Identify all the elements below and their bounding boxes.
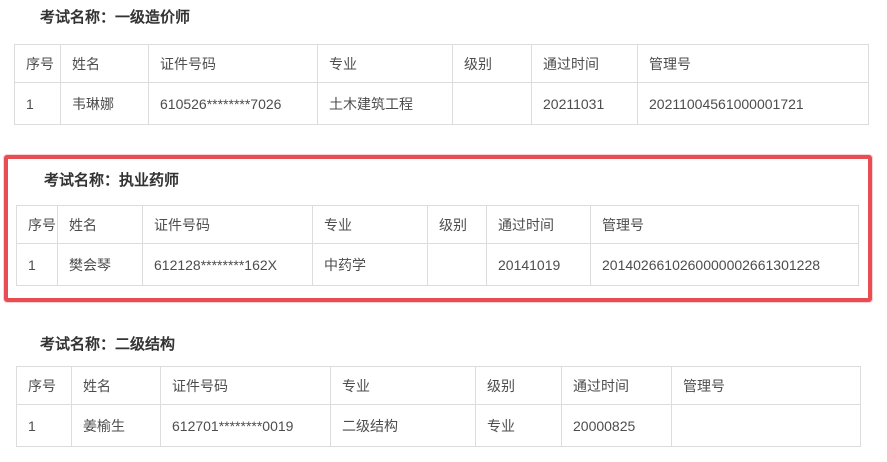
cell-management-number xyxy=(671,404,861,447)
exam-table: 序号 姓名 证件号码 专业 级别 通过时间 管理号 1 韦琳娜 610526**… xyxy=(14,44,869,125)
col-header-name: 姓名 xyxy=(57,205,143,244)
cell-major: 中药学 xyxy=(312,243,428,286)
table-row: 1 樊会琴 612128********162X 中药学 20141019 20… xyxy=(16,243,859,286)
col-header-index: 序号 xyxy=(14,44,61,83)
exam-table: 序号 姓名 证件号码 专业 级别 通过时间 管理号 1 姜榆生 612701**… xyxy=(16,366,861,447)
cell-pass-date: 20211031 xyxy=(531,82,638,125)
col-header-major: 专业 xyxy=(317,44,453,83)
cell-management-number: 20211004561000001721 xyxy=(637,82,869,125)
col-header-id-number: 证件号码 xyxy=(160,366,331,405)
col-header-name: 姓名 xyxy=(71,366,161,405)
col-header-major: 专业 xyxy=(312,205,428,244)
col-header-level: 级别 xyxy=(475,366,562,405)
cell-name: 姜榆生 xyxy=(71,404,161,447)
cell-index: 1 xyxy=(16,243,58,286)
col-header-management-number: 管理号 xyxy=(637,44,869,83)
exam-section-cost-engineer: 考试名称：一级造价师 序号 姓名 证件号码 专业 级别 通过时间 管理号 1 韦… xyxy=(0,9,887,125)
exam-title: 考试名称：执业药师 xyxy=(44,172,180,189)
cell-index: 1 xyxy=(14,82,61,125)
exam-title: 考试名称：一级造价师 xyxy=(40,9,191,26)
cell-pass-date: 20141019 xyxy=(486,243,591,286)
cell-management-number: 2014026610260000002661301228 xyxy=(590,243,859,286)
col-header-major: 专业 xyxy=(330,366,476,405)
col-header-pass-date: 通过时间 xyxy=(561,366,672,405)
col-header-management-number: 管理号 xyxy=(671,366,861,405)
table-header-row: 序号 姓名 证件号码 专业 级别 通过时间 管理号 xyxy=(14,44,869,83)
col-header-level: 级别 xyxy=(452,44,532,83)
cell-level xyxy=(427,243,487,286)
table-header-row: 序号 姓名 证件号码 专业 级别 通过时间 管理号 xyxy=(16,205,859,244)
col-header-name: 姓名 xyxy=(60,44,149,83)
cell-major: 土木建筑工程 xyxy=(317,82,453,125)
col-header-pass-date: 通过时间 xyxy=(486,205,591,244)
cell-id-number: 612128********162X xyxy=(142,243,313,286)
cell-level xyxy=(452,82,532,125)
cell-level: 专业 xyxy=(475,404,562,447)
cell-id-number: 612701********0019 xyxy=(160,404,331,447)
exam-table: 序号 姓名 证件号码 专业 级别 通过时间 管理号 1 樊会琴 612128**… xyxy=(16,205,859,286)
col-header-level: 级别 xyxy=(427,205,487,244)
red-highlight-box: 考试名称：执业药师 序号 姓名 证件号码 专业 级别 通过时间 管理号 xyxy=(4,155,872,302)
cell-pass-date: 20000825 xyxy=(561,404,672,447)
table-header-row: 序号 姓名 证件号码 专业 级别 通过时间 管理号 xyxy=(16,366,861,405)
exam-title: 考试名称：二级结构 xyxy=(40,336,176,353)
col-header-management-number: 管理号 xyxy=(590,205,859,244)
exam-section-pharmacist: 考试名称：执业药师 序号 姓名 证件号码 专业 级别 通过时间 管理号 xyxy=(8,172,868,286)
col-header-id-number: 证件号码 xyxy=(142,205,313,244)
table-row: 1 韦琳娜 610526********7026 土木建筑工程 20211031… xyxy=(14,82,869,125)
cell-major: 二级结构 xyxy=(330,404,476,447)
col-header-index: 序号 xyxy=(16,366,72,405)
cell-name: 樊会琴 xyxy=(57,243,143,286)
col-header-id-number: 证件号码 xyxy=(148,44,318,83)
cell-index: 1 xyxy=(16,404,72,447)
cell-id-number: 610526********7026 xyxy=(148,82,318,125)
col-header-pass-date: 通过时间 xyxy=(531,44,638,83)
col-header-index: 序号 xyxy=(16,205,58,244)
exam-section-structure: 考试名称：二级结构 序号 姓名 证件号码 专业 级别 通过时间 管理号 1 姜榆… xyxy=(0,336,887,447)
cell-name: 韦琳娜 xyxy=(60,82,149,125)
table-row: 1 姜榆生 612701********0019 二级结构 专业 2000082… xyxy=(16,404,861,447)
